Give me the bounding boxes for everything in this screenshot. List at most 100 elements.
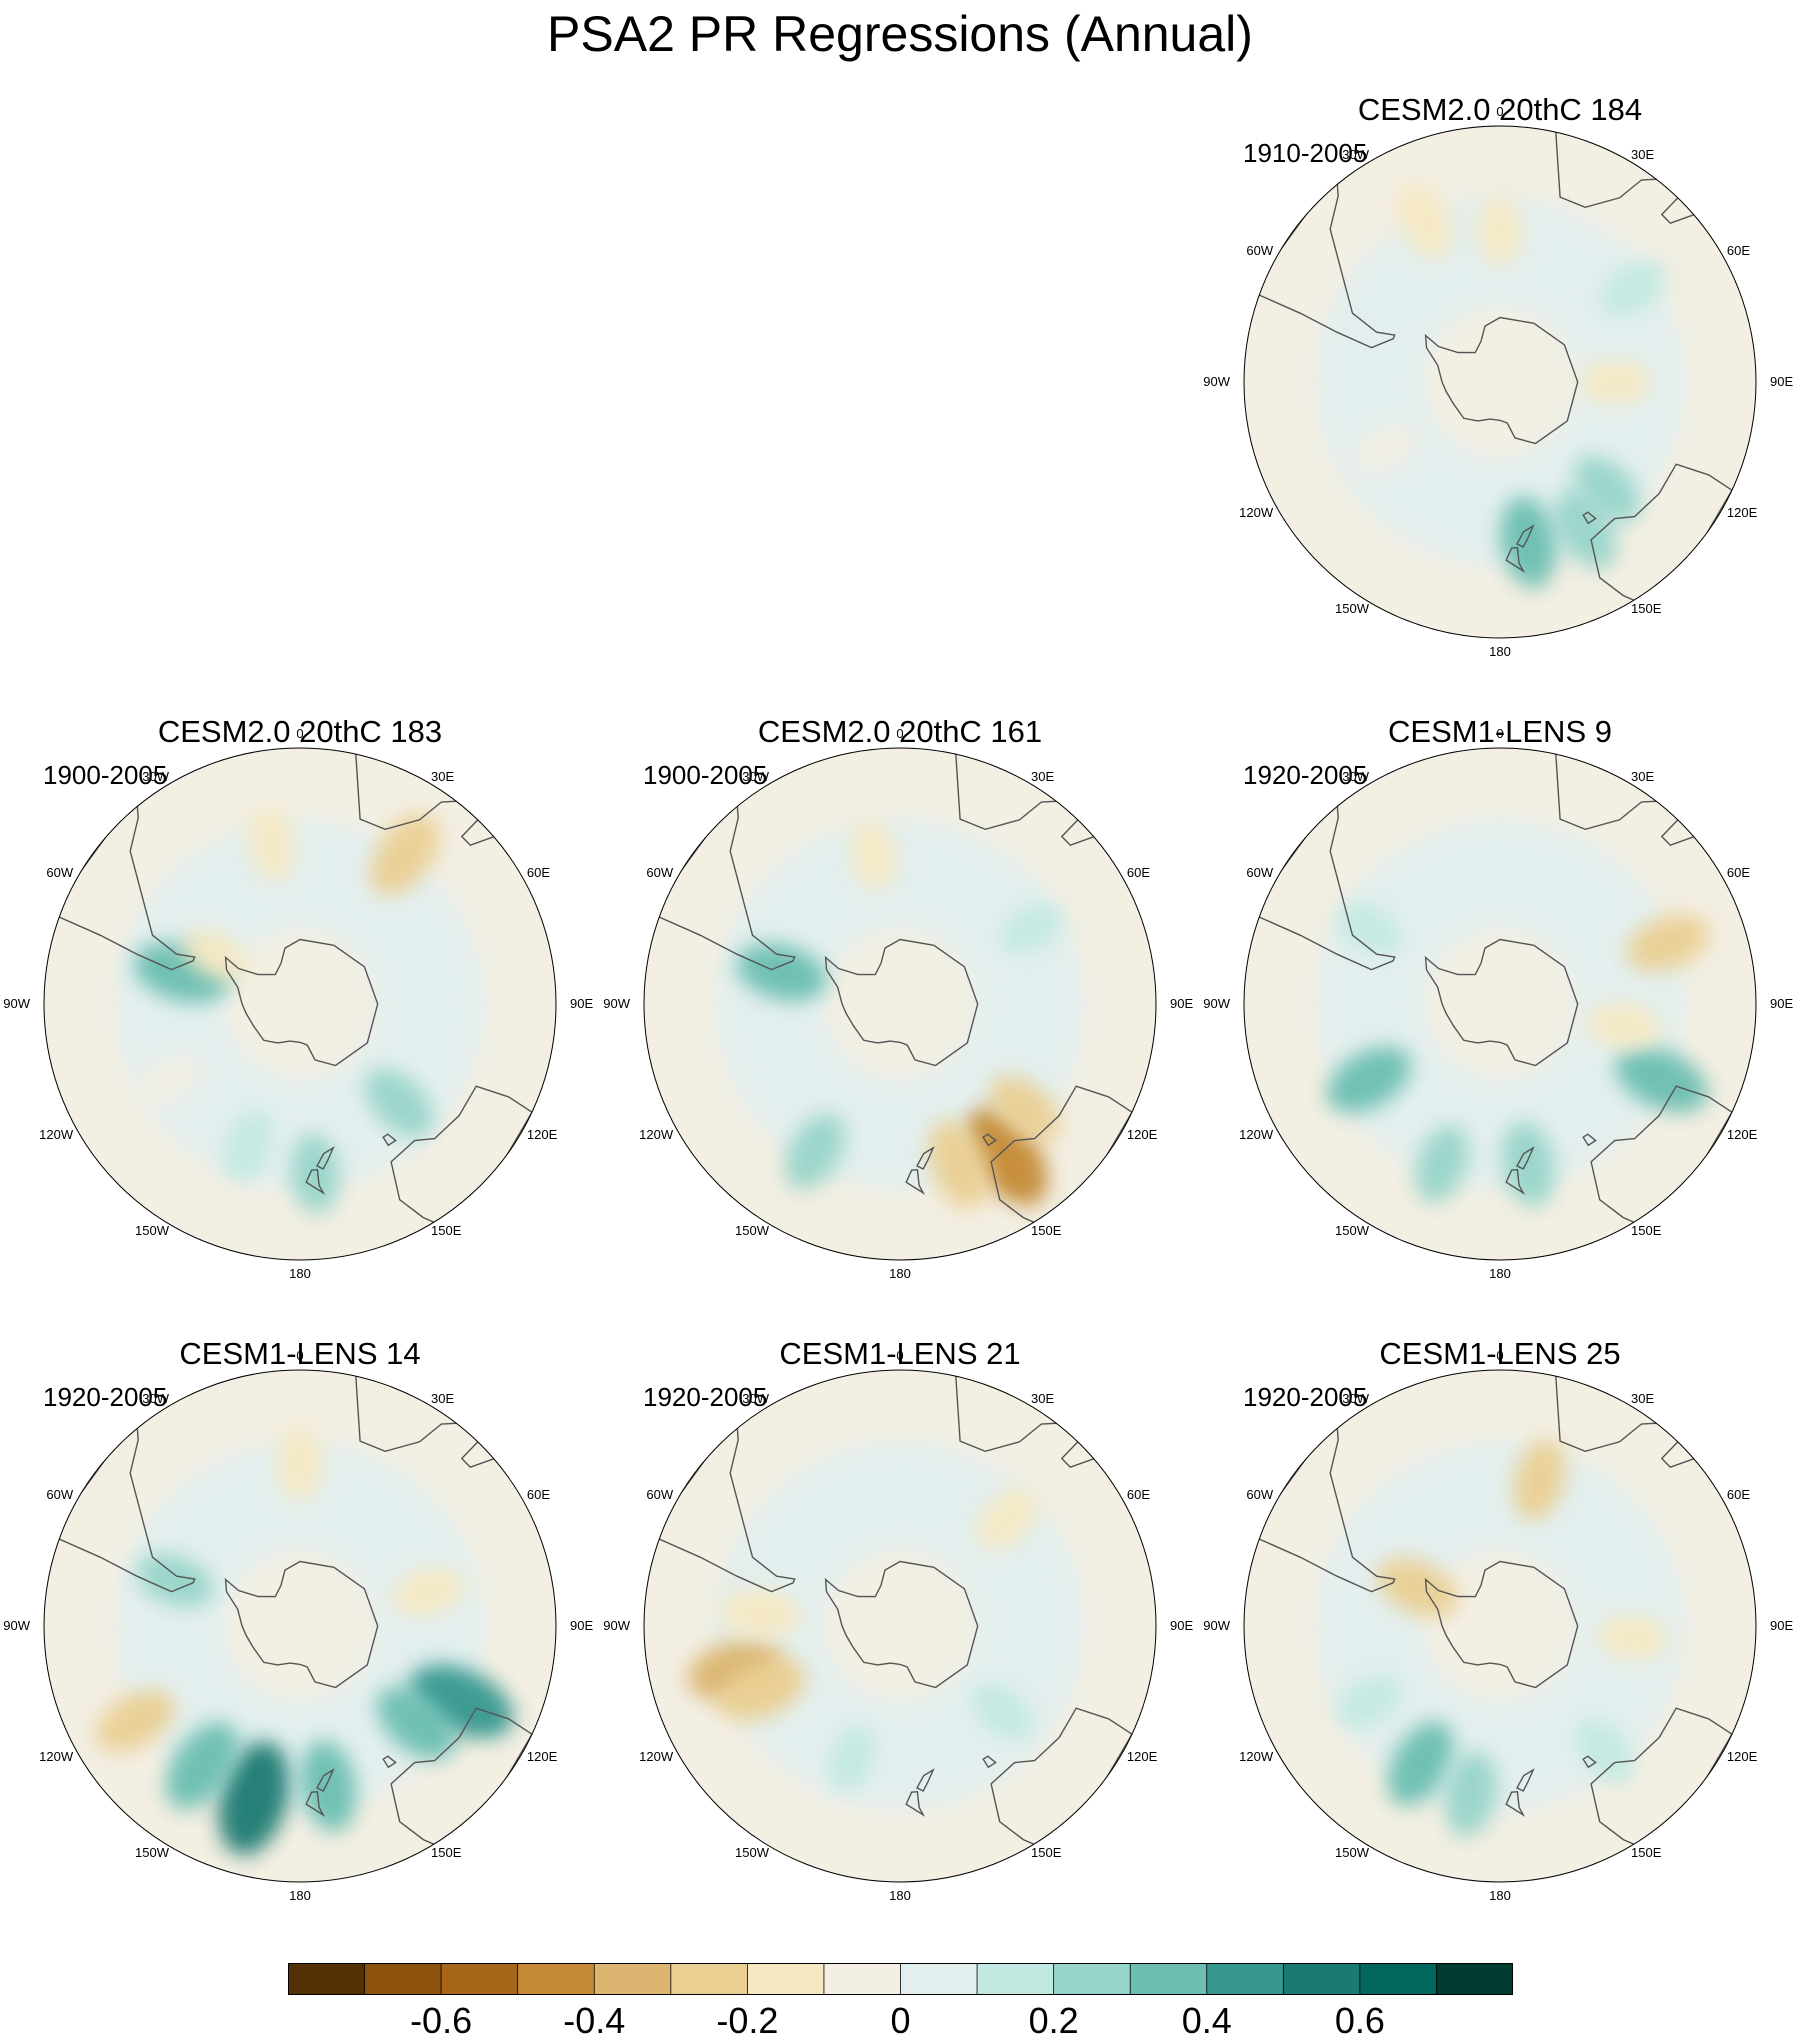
anomaly-region (1336, 902, 1402, 954)
coastline-nz-south (1516, 524, 1535, 548)
panel-period: 1910-2005 (1243, 138, 1368, 168)
lon-label: 120E (1127, 1127, 1158, 1142)
colorbar-tick-label: 0.6 (1335, 2000, 1385, 2041)
map-border (43, 1369, 557, 1883)
coastline-antarctica (824, 1560, 979, 1689)
colorbar-swatch (747, 1963, 825, 1995)
colorbar-tick-label: -0.2 (716, 2000, 778, 2041)
lon-label: 60E (527, 1487, 550, 1502)
lon-label: 60W (1246, 243, 1273, 258)
anomaly-region (1626, 914, 1709, 972)
colorbar-swatch (900, 1963, 978, 1995)
lon-label: 60E (1727, 865, 1750, 880)
lon-label: 150W (735, 1223, 770, 1238)
lon-label: 90E (1170, 996, 1193, 1011)
lon-label: 0 (896, 1348, 903, 1363)
lon-label: 180 (1489, 1888, 1511, 1903)
anomaly-region (1478, 195, 1522, 266)
colorbar-swatch (823, 1963, 901, 1995)
lon-label: 180 (889, 1266, 911, 1281)
coastline-s-america (1249, 792, 1396, 971)
lon-label: 30W (142, 769, 169, 784)
lon-label: 150W (1335, 1845, 1370, 1860)
panel-title: CESM1-LENS 9 (1388, 714, 1612, 749)
coastline-nz-south (916, 1768, 935, 1792)
coastline-nz-south (316, 1146, 335, 1170)
lon-label: 90E (570, 1618, 593, 1633)
coastline-nz-north (305, 1790, 326, 1817)
anomaly-region (1615, 1046, 1708, 1113)
lon-label: 120W (639, 1749, 674, 1764)
coastline-nz-south (316, 1768, 335, 1792)
lon-label: 120W (639, 1127, 674, 1142)
lon-label: 150E (1631, 601, 1662, 616)
polar-map: 0 30E 60E 90E 120E 150E 180 150W 120W 90W 60W 30W (603, 726, 1193, 1281)
panel-title: CESM2.0 20thC 183 (157, 714, 443, 749)
anomaly-region (95, 1690, 175, 1753)
lon-label: 120W (1239, 505, 1274, 520)
lon-label: 60E (527, 865, 550, 880)
lon-label: 90W (3, 1618, 30, 1633)
colorbar-swatch (288, 1963, 366, 1995)
anomaly-region (1587, 1002, 1661, 1049)
coastline-tasmania (1582, 511, 1597, 525)
anomaly-region (392, 1567, 465, 1616)
coastline-tasmania (382, 1755, 397, 1769)
coastline-tasmania (982, 1133, 997, 1147)
colorbar-swatch (977, 1963, 1055, 1995)
anomaly-region (1387, 1721, 1454, 1806)
anomaly-region (370, 813, 440, 896)
anomaly-region (720, 1589, 801, 1638)
lon-label: 0 (296, 726, 303, 741)
panel-title: CESM2.0 20thC 184 (1357, 92, 1643, 127)
lon-label: 120E (1127, 1749, 1158, 1764)
coastline-nz-north (905, 1168, 926, 1195)
southern-ocean-band (715, 819, 1085, 1189)
lon-label: 0 (1496, 104, 1503, 119)
lon-label: 30W (1342, 147, 1369, 162)
lon-label: 150W (1335, 1223, 1370, 1238)
anomaly-region (218, 1741, 290, 1855)
anomaly-region (223, 1110, 273, 1182)
coastline-s-america (1249, 1414, 1396, 1593)
coastline-tasmania (1582, 1755, 1597, 1769)
lon-label: 120E (1727, 1127, 1758, 1142)
lon-label: 150E (1031, 1223, 1062, 1238)
colorbar-swatch (364, 1963, 442, 1995)
anomaly-region (137, 1054, 201, 1105)
lon-label: 30W (1342, 1391, 1369, 1406)
lon-label: 30E (1631, 147, 1654, 162)
lon-label: 30W (742, 1391, 769, 1406)
coastline-antarctica (824, 938, 979, 1067)
panel-period: 1920-2005 (1243, 1382, 1368, 1412)
figure-title: PSA2 PR Regressions (Annual) (547, 6, 1253, 62)
coastline-antarctica (224, 938, 379, 1067)
anomaly-region (976, 1488, 1038, 1550)
coastline-s-america (649, 792, 796, 971)
panel-period: 1920-2005 (643, 1382, 768, 1412)
map-border (1243, 747, 1757, 1261)
anomaly-region (248, 807, 295, 881)
colorbar-swatch (670, 1963, 748, 1995)
lon-label: 90W (3, 996, 30, 1011)
coastline-tasmania (982, 1755, 997, 1769)
colorbar-tick-label: 0.4 (1182, 2000, 1232, 2041)
lon-label: 60E (1727, 1487, 1750, 1502)
lon-label: 90E (1770, 996, 1793, 1011)
southern-ocean-band (115, 819, 485, 1189)
anomaly-region (1397, 182, 1453, 259)
lon-label: 180 (289, 1266, 311, 1281)
lon-label: 30E (1631, 769, 1654, 784)
southern-ocean-band (1315, 819, 1685, 1189)
coastline-s-america (1249, 170, 1396, 349)
anomaly-region (785, 1113, 845, 1190)
colorbar-swatch (1359, 1963, 1437, 1995)
coastline-antarctica (1424, 1560, 1579, 1689)
lon-label: 120E (527, 1127, 558, 1142)
anomaly-region (1444, 1751, 1497, 1837)
coastline-tasmania (1582, 1133, 1597, 1147)
polar-map: 0 30E 60E 90E 120E 150E 180 150W 120W 90W 60W 30W (1203, 104, 1793, 659)
lon-label: 90E (1770, 374, 1793, 389)
colorbar-tick-label: -0.4 (563, 2000, 625, 2041)
lon-label: 90E (570, 996, 593, 1011)
